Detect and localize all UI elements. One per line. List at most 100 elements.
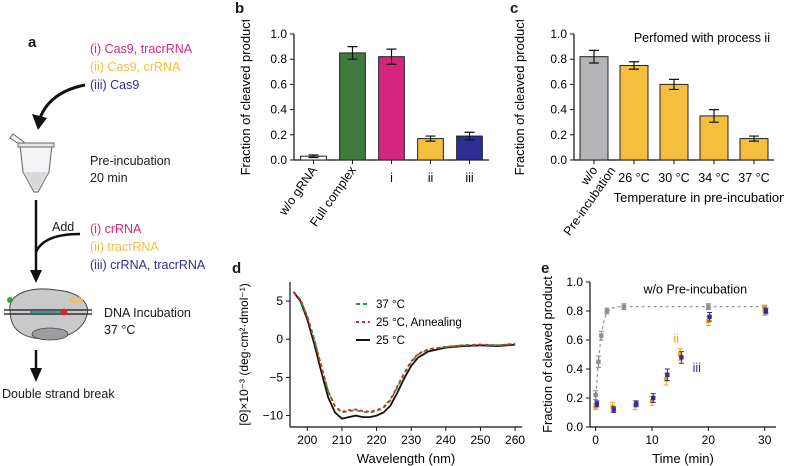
step1-option-2: (ii) Cas9, crRNA [90,60,181,74]
x-tick-label: 230 [401,433,421,447]
y-tick-label: 1.0 [550,27,567,41]
x-tick-label: 250 [470,433,490,447]
series-line [292,291,516,413]
data-point [596,359,601,364]
x-axis-label: Wavelength (nm) [357,451,456,466]
step2-option-2: (ii) tracrRNA [90,240,159,254]
error-bar [669,78,679,91]
step1-option-list: (i) Cas9, tracrRNA (ii) Cas9, crRNA (iii) … [90,40,192,94]
data-point [706,304,711,309]
bar [739,138,769,161]
error-bar [589,49,599,64]
x-axis-label: Temperature in pre-incubation [614,190,784,205]
y-tick-label: 0.6 [270,77,287,91]
data-point [763,308,769,314]
y-tick-label: 0.0 [270,153,287,167]
chart-d: −10 −5 0 5 200 210 220 230 240 250 260 Wavelength (… [237,282,525,466]
data-point [594,401,600,406]
preincubation-line2: 20 min [90,171,128,185]
legend-label: 37 °C [376,299,405,311]
y-axis-label: [Θ]×10⁻³ (deg·cm²·dmol⁻¹) [237,283,251,425]
x-tick-label: 260 [505,433,525,447]
y-tick-label: 0.2 [270,128,287,142]
data-point [611,407,616,412]
x-tick-label: 30 °C [658,171,689,185]
chart-b: 0.0 0.2 0.4 0.6 0.8 1.0 Fraction of cleaved pr… [238,20,489,229]
add-bracket [34,232,81,253]
y-tick-label: 0.0 [550,153,567,167]
x-tick-label: 210 [332,433,352,447]
data-point [677,352,683,357]
error-bar [425,135,436,142]
x-tick-label: ii [428,171,434,185]
data-point [634,401,639,406]
y-axis-label: Fraction of cleaved product [540,276,555,433]
fit-line [595,306,765,401]
data-point [604,308,610,314]
cas9-complex-icon [4,288,92,341]
x-tick-label: 20 [702,433,716,447]
y-axis-label: Fraction of cleaved product [512,20,527,175]
data-point [599,333,604,338]
x-axis-label: Time (min) [652,451,714,466]
data-point [593,392,598,398]
x-tick-label: w/o gRNA [276,163,321,218]
series-label-ii: ii [673,332,679,346]
chart-c: 0.0 0.2 0.4 0.6 0.8 1.0 Fraction of cleaved pr… [512,20,784,238]
result-label: Double strand break [2,387,115,401]
bar [699,115,729,161]
curved-arrow [38,83,86,119]
error-bar [308,154,319,159]
x-tick-label: i [390,171,393,185]
y-tick-label: 0.8 [270,52,287,66]
annotation: w/o Pre-incubation [643,283,748,297]
data-point [621,304,627,309]
x-tick-label: 37 °C [738,171,769,185]
data-point [665,372,670,377]
step1-option-3: (iii) Cas9 [90,78,140,92]
x-tick-label: w/oPre-incubation [548,155,618,238]
x-tick-label: 240 [436,433,456,447]
data-point [663,376,669,382]
y-tick-label: 0 [276,332,283,346]
y-tick-label: 5 [276,294,283,308]
y-tick-label: 0.6 [550,77,567,91]
y-axis-label: Fraction of cleaved product [238,20,253,175]
data-point [679,355,684,360]
y-tick-label: 0.4 [270,103,287,117]
y-tick-label: 0.6 [566,333,583,347]
legend-label: 25 °C [376,335,405,347]
data-point [651,395,656,401]
final-arrow-head [30,368,42,382]
y-tick-label: 1.0 [566,275,583,289]
bar [579,56,609,161]
panel-a-label: a [28,34,37,51]
y-tick-label: 1.0 [270,27,287,41]
flow-arrow-head [30,270,42,283]
y-tick-label: 0.4 [566,362,583,376]
bar [339,52,366,161]
y-tick-label: 0.4 [550,103,567,117]
y-tick-label: 0.2 [550,128,567,142]
dna-incubation-line2: 37 °C [104,323,136,337]
error-bar [709,109,719,123]
panel-c-label: c [510,0,519,17]
x-tick-label: 10 [645,433,659,447]
x-tick-label: 34 °C [698,171,729,185]
schematic-graphics [4,83,92,382]
x-tick-label: 200 [297,433,317,447]
step2-option-list: (i) crRNA (ii) tracrRNA (iii) crRNA, tracr… [90,220,205,274]
panel-d-label: d [232,260,242,277]
x-tick-label: 220 [367,433,387,447]
error-bar [629,61,639,70]
bar [659,83,689,161]
bar [619,65,649,161]
y-tick-label: −5 [269,370,283,384]
preincubation-line1: Pre-incubation [90,154,171,168]
y-tick-label: −10 [263,409,284,423]
x-tick-label: iii [465,171,473,185]
error-bar [347,46,358,60]
step1-option-1: (i) Cas9, tracrRNA [90,42,193,56]
data-point [707,314,712,319]
error-bar [749,135,759,142]
